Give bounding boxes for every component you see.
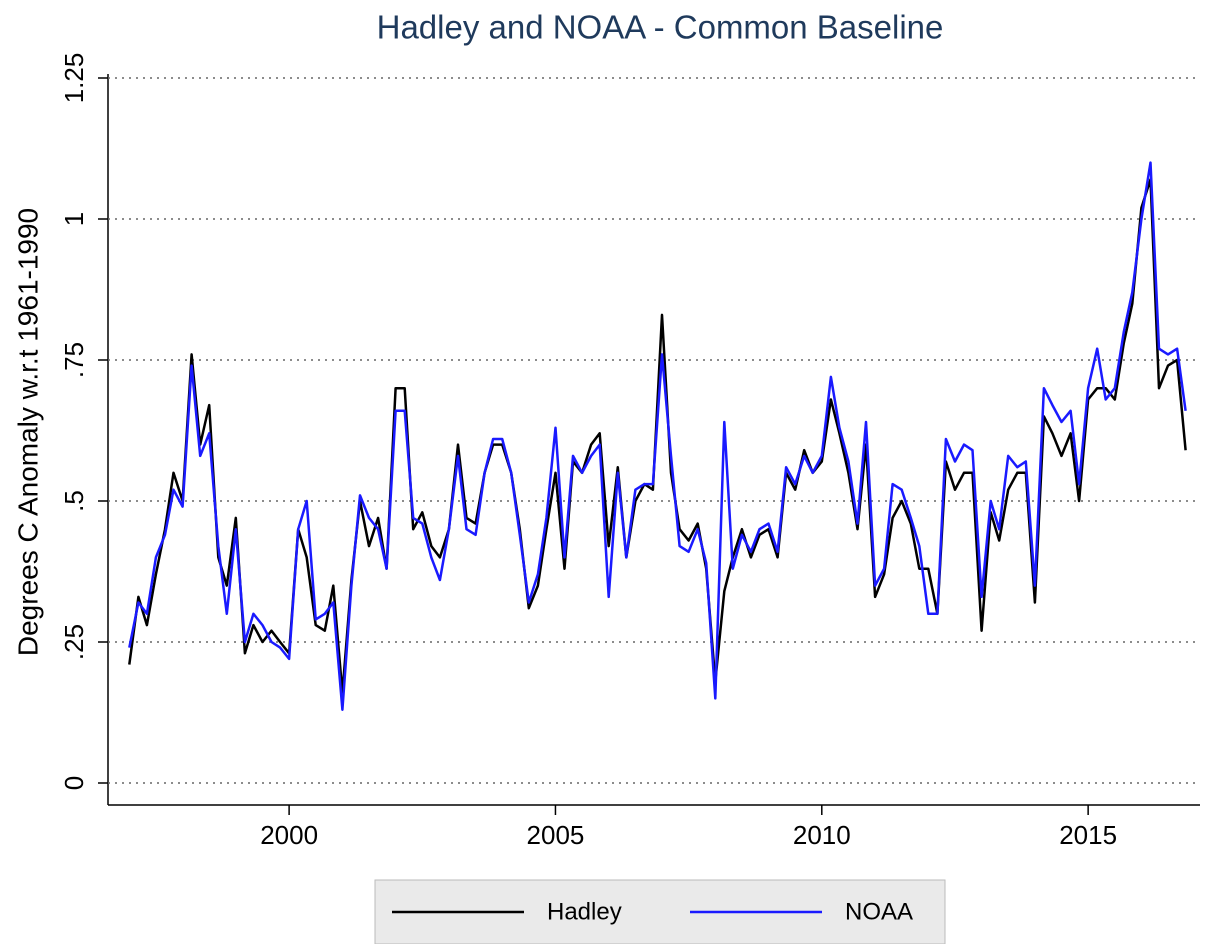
x-tick-label: 2010 <box>793 820 851 850</box>
line-series <box>128 161 1187 711</box>
y-tick-label: 0 <box>59 776 89 790</box>
x-tick-label: 2005 <box>527 820 585 850</box>
x-tick-label: 2015 <box>1059 820 1117 850</box>
y-tick-label: 1 <box>59 212 89 226</box>
x-tick-label: 2000 <box>260 820 318 850</box>
legend-label: NOAA <box>845 898 913 925</box>
legend-label: Hadley <box>547 898 622 925</box>
y-tick-label: .5 <box>59 490 89 512</box>
y-tick-label: .75 <box>59 342 89 378</box>
y-axis-label: Degrees C Anomaly w.r.t 1961-1990 <box>12 208 43 656</box>
chart-title: Hadley and NOAA - Common Baseline <box>377 9 944 46</box>
y-tick-label: 1.25 <box>59 53 89 104</box>
y-tick-label: .25 <box>59 624 89 660</box>
